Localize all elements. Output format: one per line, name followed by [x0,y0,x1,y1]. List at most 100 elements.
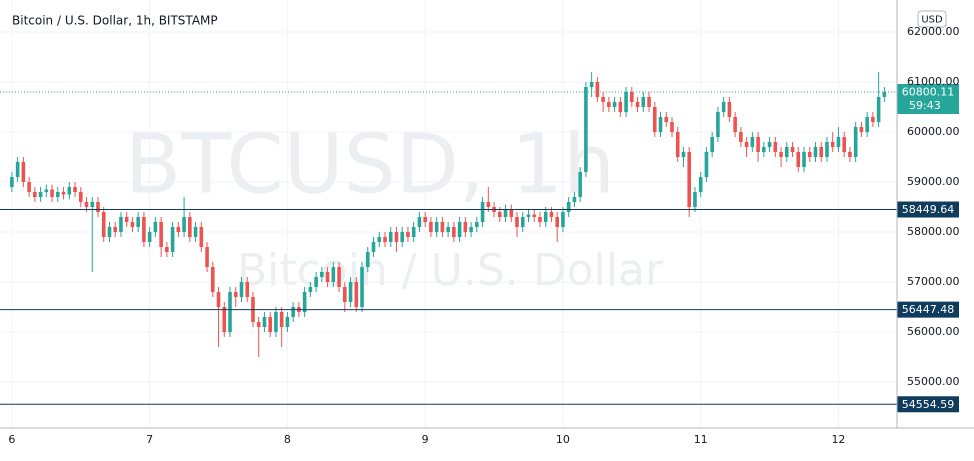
candle-body [790,147,795,152]
candle-body [429,222,433,232]
price-line-badge [897,396,959,413]
candle-body [325,272,330,282]
candle-body [320,272,324,277]
candle-body [119,217,123,232]
candle-body [44,189,49,192]
y-tick-label: 55000.00 [907,375,960,388]
x-tick-label: 8 [284,433,291,446]
candle-body [853,127,858,157]
candle-body [107,227,112,237]
candle-body [595,82,600,97]
candle-body [222,307,227,332]
candle-body [245,282,250,297]
candle-body [836,137,841,147]
candle-body [819,147,824,157]
candle-body [486,202,491,207]
candle-body [124,217,129,222]
candle-body [147,232,152,242]
candle-body [210,267,215,292]
candle-body [698,177,703,192]
candle-body [601,97,605,102]
x-tick-label: 10 [556,433,570,446]
candle-body [871,117,875,122]
candle-body [555,217,559,227]
candle-body [578,172,582,197]
candle-body [612,102,617,107]
candle-body [549,212,554,217]
candle-body [73,187,77,192]
candle-body [446,227,450,232]
candle-body [136,217,140,227]
candle-body [704,152,709,177]
candle-body [762,147,766,152]
candle-body [90,202,95,207]
watermark-symbol: BTCUSD, 1h [125,117,615,212]
currency-badge[interactable] [917,10,947,28]
y-tick-label: 60000.00 [907,125,960,138]
candle-body [452,227,456,237]
candle-body [607,102,611,107]
candle-body [417,217,422,227]
candle-body [675,132,680,157]
candle-body [262,317,267,327]
candle-body [27,182,31,192]
candle-body [256,322,261,327]
candle-body [61,192,66,195]
candle-body [652,107,657,132]
candle-body [584,87,588,172]
candle-body [371,242,376,252]
candle-body [239,282,244,297]
currency-label: USD [921,15,943,26]
candle-body [360,267,364,307]
candle-body [802,152,806,167]
candle-body [463,222,468,232]
candle-body [153,222,158,232]
candle-body [56,192,60,197]
candle-body [876,97,881,122]
chart-title: Bitcoin / U.S. Dollar, 1h, BITSTAMP [12,14,218,28]
candle-body [630,92,634,102]
candle-body [10,177,14,187]
candle-body [228,292,232,332]
candle-body [365,252,370,267]
candle-body [859,127,864,132]
candle-body [279,312,284,327]
price-line-label: 58449.64 [902,203,955,216]
candle-body [475,222,479,227]
candle-body [331,267,336,282]
candle-body [33,192,37,197]
candle-body [716,112,720,137]
candle-body [188,217,192,237]
candle-body [532,214,537,217]
countdown-label: 59:43 [909,99,941,112]
x-tick-label: 11 [694,433,708,446]
candle-body [503,209,508,217]
candle-body [354,282,359,307]
candle-body [756,137,760,152]
candle-body [784,147,789,157]
candle-body [50,189,54,197]
candle-body [383,237,387,242]
y-tick-label: 59000.00 [907,175,960,188]
candle-body [618,102,623,112]
candle-body [825,142,829,157]
candle-body [285,317,290,327]
candle-body [182,217,186,232]
candle-body [159,222,163,247]
candle-body [670,122,674,132]
candle-body [193,227,198,237]
candle-body [664,117,669,122]
candle-body [199,227,204,247]
candle-body [733,117,737,132]
candle-body [830,142,835,147]
candle-body [165,247,169,252]
candle-body [469,227,473,232]
candle-body [572,197,577,202]
candle-body [388,232,393,242]
candle-body [744,142,749,147]
candle-body [457,222,462,237]
candle-body [865,117,869,132]
candle-body [813,147,818,157]
x-tick-label: 7 [146,433,153,446]
